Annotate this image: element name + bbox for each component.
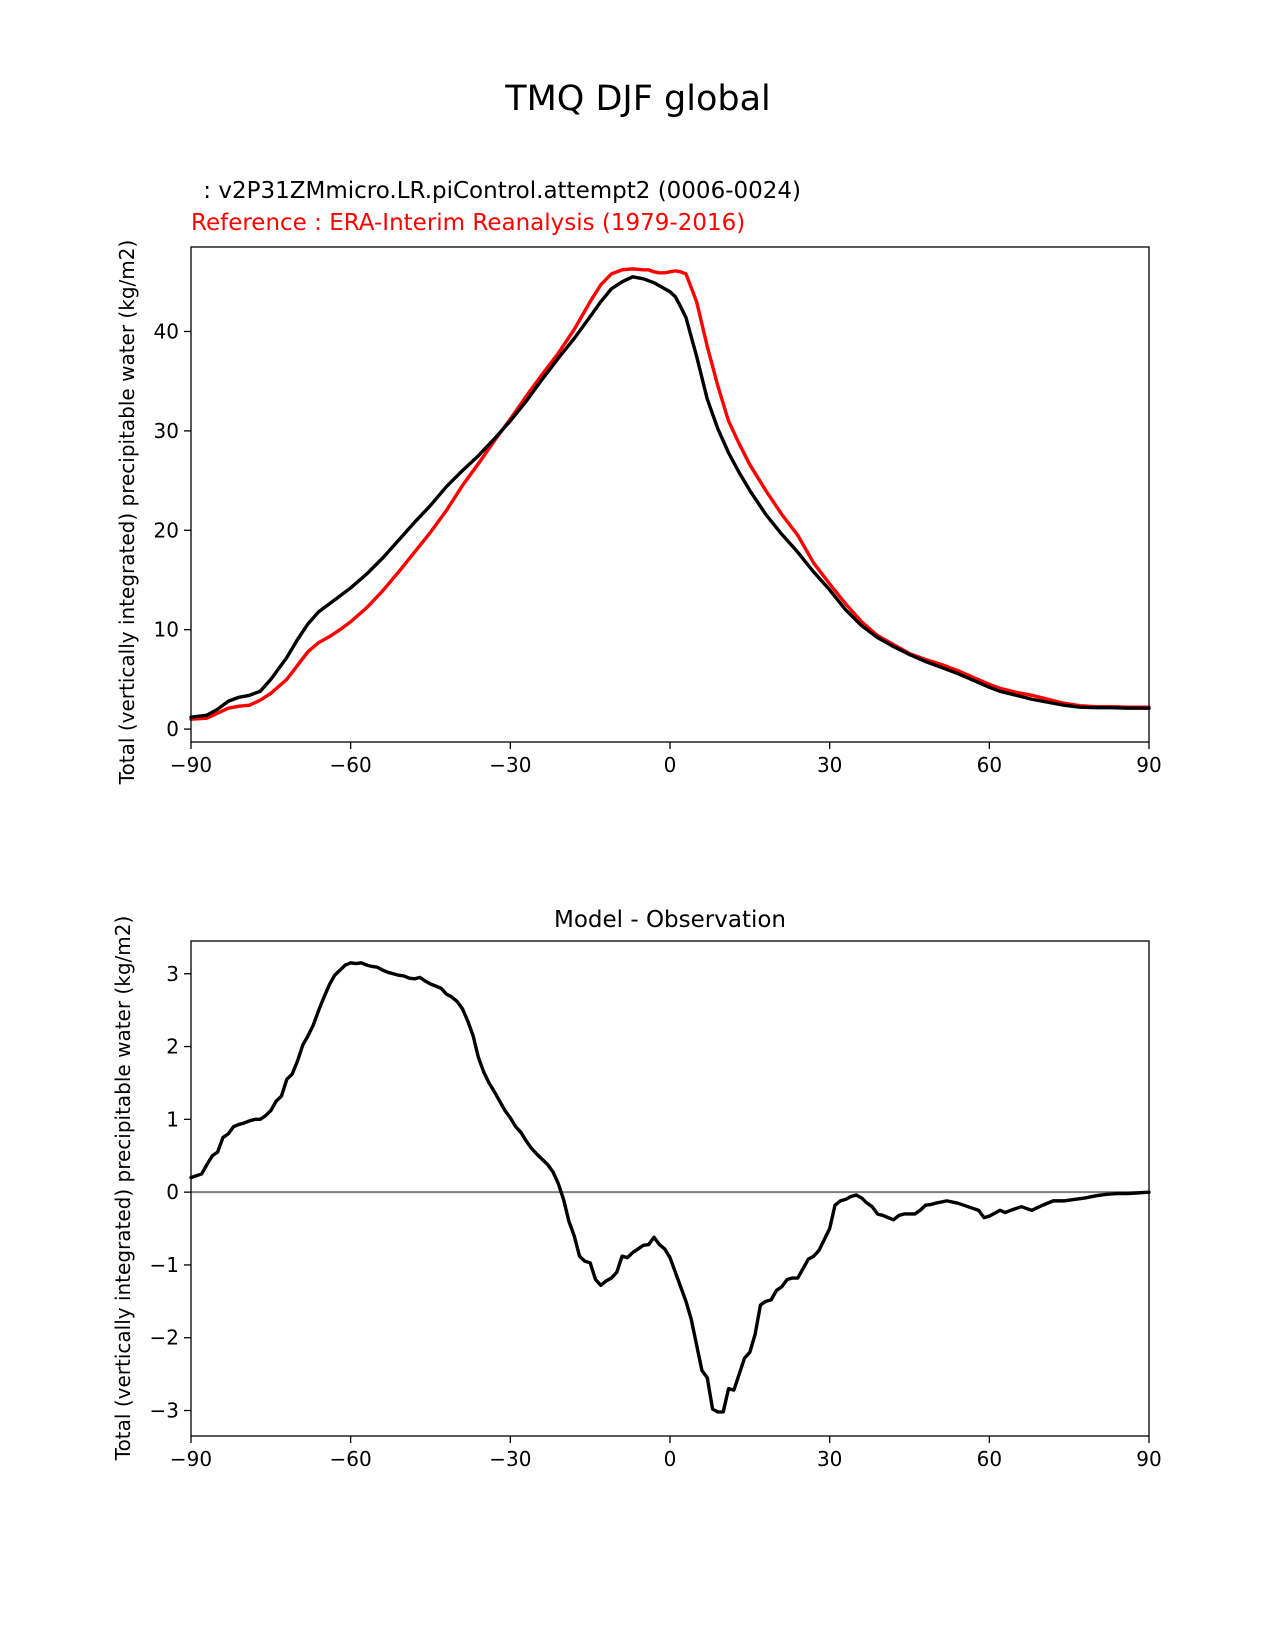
x-tick-label: 30: [817, 1447, 842, 1471]
reference-label: Reference : ERA-Interim Reanalysis (1979…: [191, 210, 745, 236]
x-tick-label: 60: [977, 1447, 1002, 1471]
series-line-difference: [189, 961, 1151, 1414]
y-tick-label: 2: [166, 1035, 179, 1059]
bottom-plot-frame: [190, 940, 1150, 1437]
bottom-chart-title: Model - Observation: [554, 907, 786, 933]
bottom-y-axis-label: Total (vertically integrated) precipitab…: [111, 916, 135, 1462]
x-tick-label: −30: [489, 753, 531, 777]
x-tick-label: −60: [330, 1447, 372, 1471]
series-line-model: [189, 275, 1151, 719]
y-tick-label: −3: [150, 1399, 179, 1423]
x-tick-label: 60: [977, 753, 1002, 777]
figure-title: TMQ DJF global: [504, 79, 771, 119]
test-case-label: : v2P31ZMmicro.LR.piControl.attempt2 (00…: [196, 178, 801, 204]
top-chart-panel: : v2P31ZMmicro.LR.piControl.attempt2 (00…: [115, 178, 1162, 785]
y-tick-label: −1: [150, 1253, 179, 1277]
top-series-lines: [189, 267, 1151, 721]
x-tick-label: −60: [330, 753, 372, 777]
x-tick-label: 90: [1136, 1447, 1161, 1471]
x-tick-label: 0: [664, 1447, 677, 1471]
bottom-ticks: −90 −60 −30 0 30 60 90 −3 −2 −1 0 1 2 3: [150, 962, 1162, 1471]
x-tick-label: 90: [1136, 753, 1161, 777]
y-tick-label: 3: [166, 962, 179, 986]
y-tick-label: −2: [150, 1326, 179, 1350]
y-tick-label: 10: [154, 618, 179, 642]
x-tick-label: −30: [489, 1447, 531, 1471]
y-tick-label: 0: [166, 717, 179, 741]
top-y-axis-label: Total (vertically integrated) precipitab…: [115, 240, 139, 786]
y-tick-label: 30: [154, 419, 179, 443]
series-line-observation: [189, 267, 1151, 721]
y-tick-label: 1: [166, 1107, 179, 1131]
bottom-chart-panel: Model - Observation Total (vertically in…: [111, 907, 1162, 1471]
y-tick-label: 40: [154, 319, 179, 343]
x-tick-label: 0: [664, 753, 677, 777]
x-tick-label: 30: [817, 753, 842, 777]
x-tick-label: −90: [170, 1447, 212, 1471]
top-plot-frame: [190, 246, 1150, 743]
y-tick-label: 20: [154, 518, 179, 542]
bottom-series-lines: [189, 961, 1151, 1414]
top-ticks: −90 −60 −30 0 30 60 90 0 10 20 30 40: [154, 319, 1162, 777]
y-tick-label: 0: [166, 1180, 179, 1204]
x-tick-label: −90: [170, 753, 212, 777]
